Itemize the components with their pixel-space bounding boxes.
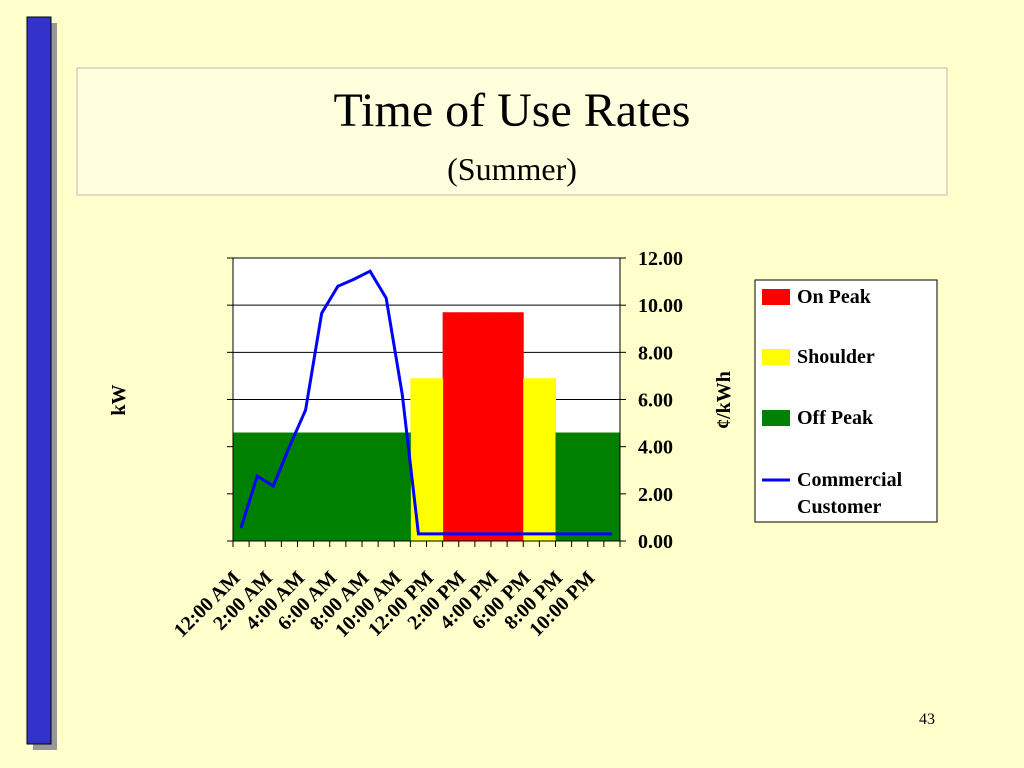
legend-swatch [762,410,790,426]
bar [587,432,605,541]
legend-swatch [762,289,790,305]
bar [249,432,266,541]
legend-swatch [762,349,790,365]
bar [603,432,621,541]
bar [539,378,556,541]
legend-label: On Peak [797,286,872,308]
legend-label: Commercial Customer [797,469,903,518]
y2-tick-label: 4.00 [638,437,673,459]
bar [458,312,476,541]
bar [555,432,573,541]
bar [571,432,589,541]
legend-box [754,279,938,523]
line [239,269,612,536]
bar [523,378,540,541]
bar [345,432,363,541]
y2-axis-label: ¢/kWh [713,371,735,429]
bar [362,432,379,541]
legend-label-line: Customer [797,496,882,518]
title-box [76,67,948,196]
bar [442,312,460,541]
bar [507,312,524,541]
side-bar [26,16,52,745]
bar [329,432,347,541]
y2-tick-label: 12.00 [638,248,683,270]
bar [426,378,444,541]
bar [378,432,395,541]
bar [410,378,427,541]
y2-tick-label: 8.00 [638,342,673,364]
legend-label-line: Commercial [797,469,903,491]
y2-tick-label: 10.00 [638,295,683,317]
chart-subtitle: (Summer) [447,151,577,187]
legend-label: Shoulder [797,346,875,368]
page-number: 43 [919,711,935,728]
y2-tick-label: 2.00 [638,484,673,506]
y2-tick-label: 0.00 [638,531,673,553]
bar [491,312,508,541]
bar [474,312,492,541]
y-axis-label: kW [108,384,130,415]
chart-title: Time of Use Rates [334,84,691,137]
legend-label: Off Peak [797,407,874,429]
bar [297,432,315,541]
bar [394,432,411,541]
y2-tick-label: 6.00 [638,390,673,412]
bar [313,432,331,541]
